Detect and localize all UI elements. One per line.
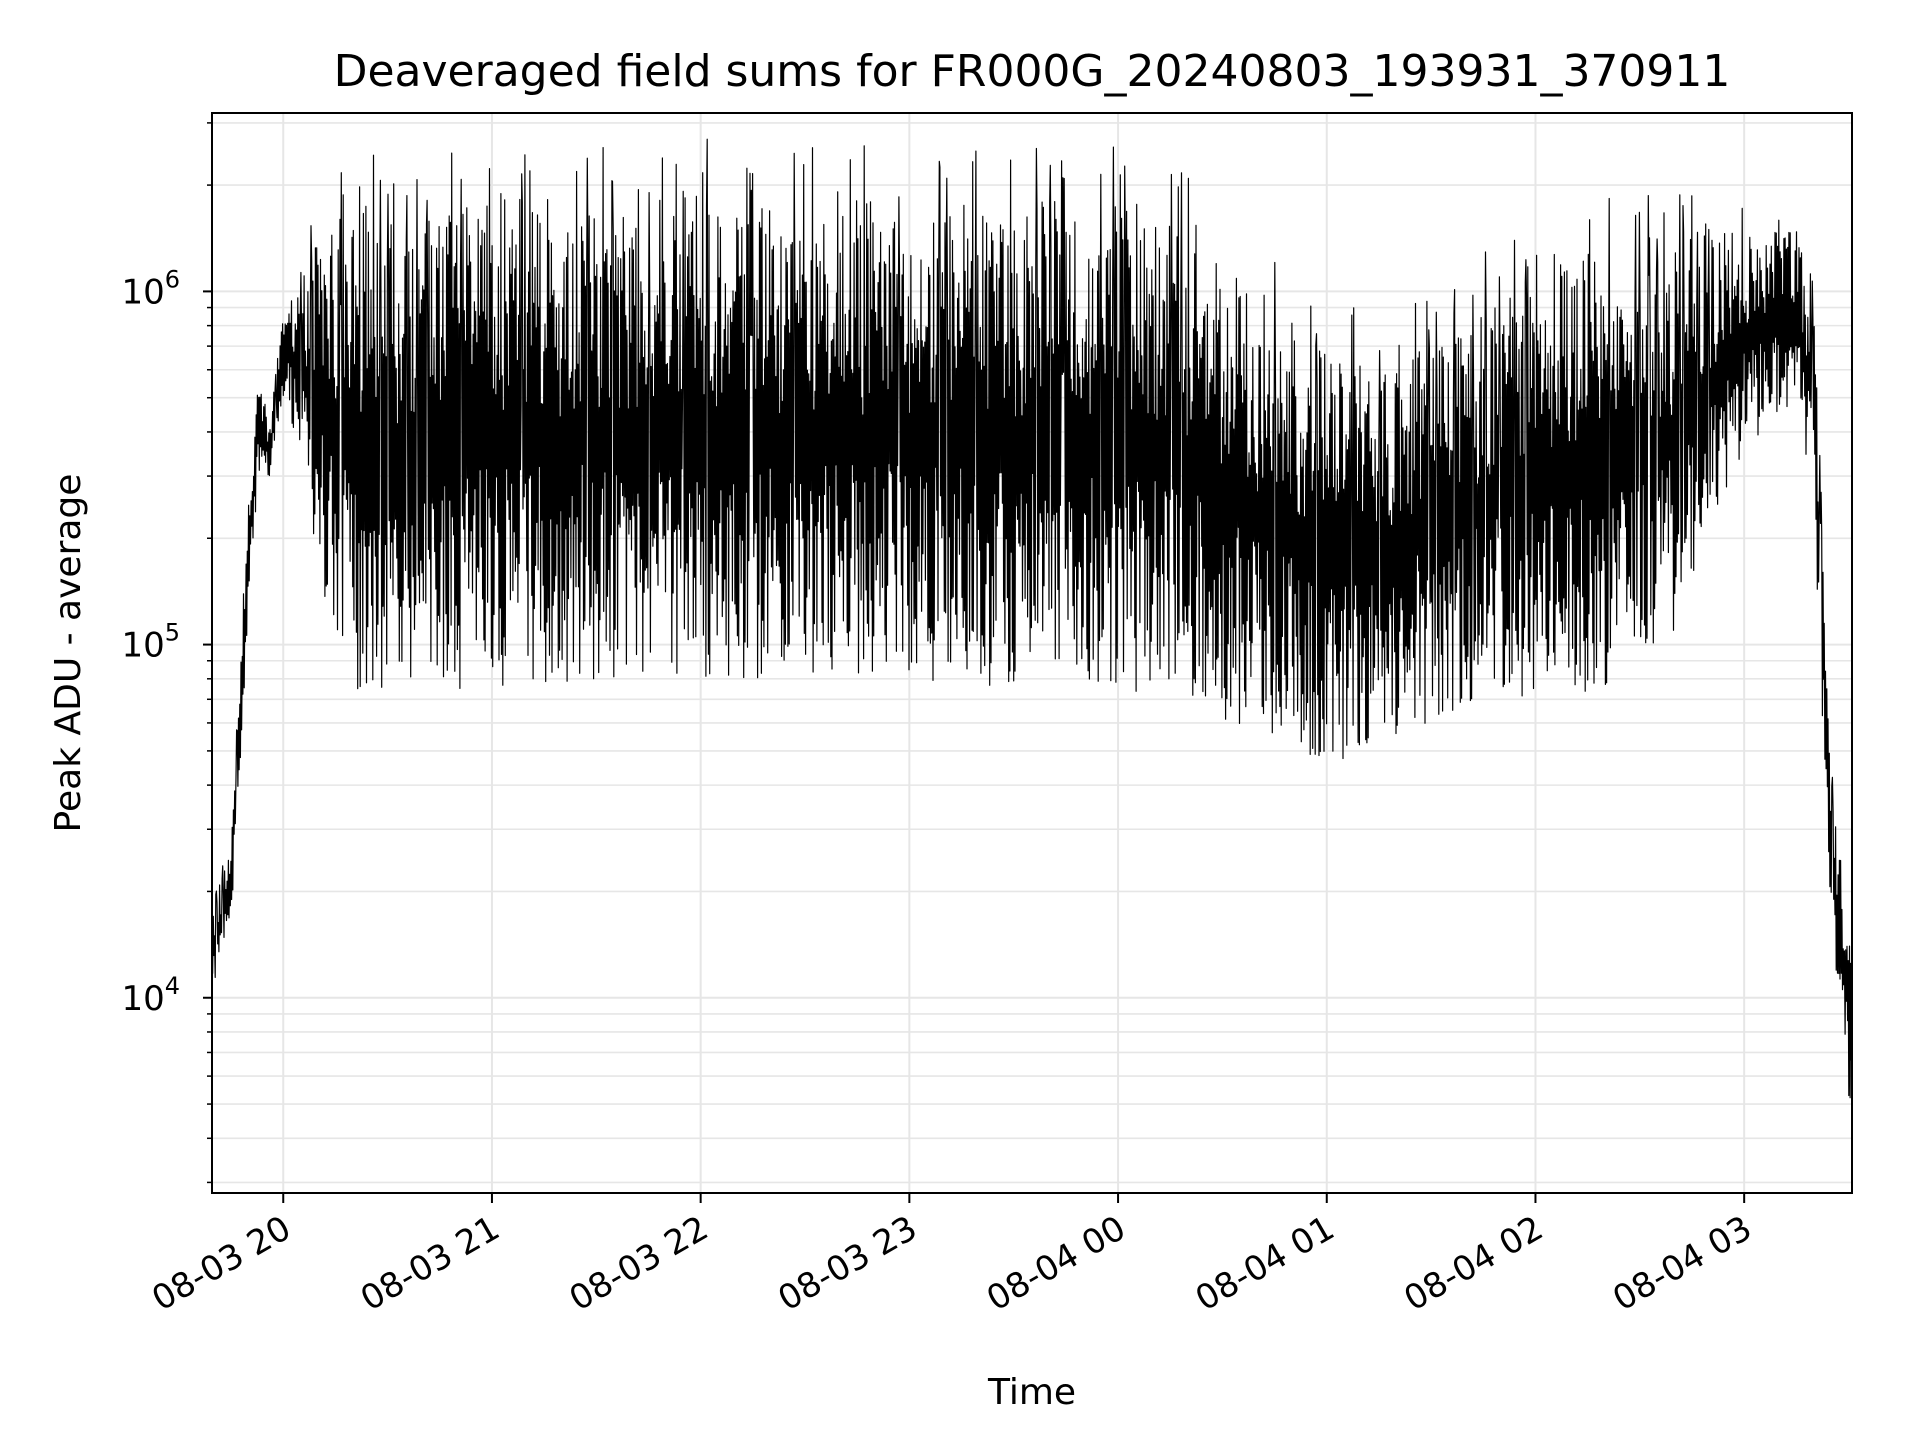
y-tick-label: 105 — [121, 619, 180, 666]
data-line-group — [211, 138, 1853, 1099]
y-tick-exponent: 4 — [165, 972, 180, 1000]
chart-title: Deaveraged field sums for FR000G_2024080… — [334, 46, 1731, 97]
y-tick-base: 10 — [121, 272, 164, 312]
y-tick-exponent: 5 — [165, 619, 180, 647]
plot-frame — [211, 112, 1853, 1194]
x-axis-label: Time — [987, 1372, 1076, 1413]
y-axis-label: Peak ADU - average — [48, 474, 89, 833]
y-tick-label: 104 — [121, 972, 180, 1019]
y-tick-label: 106 — [121, 265, 180, 312]
y-tick-base: 10 — [121, 979, 164, 1019]
y-tick-exponent: 6 — [165, 265, 180, 293]
data-series-line — [211, 138, 1853, 1099]
y-tick-base: 10 — [121, 626, 164, 666]
